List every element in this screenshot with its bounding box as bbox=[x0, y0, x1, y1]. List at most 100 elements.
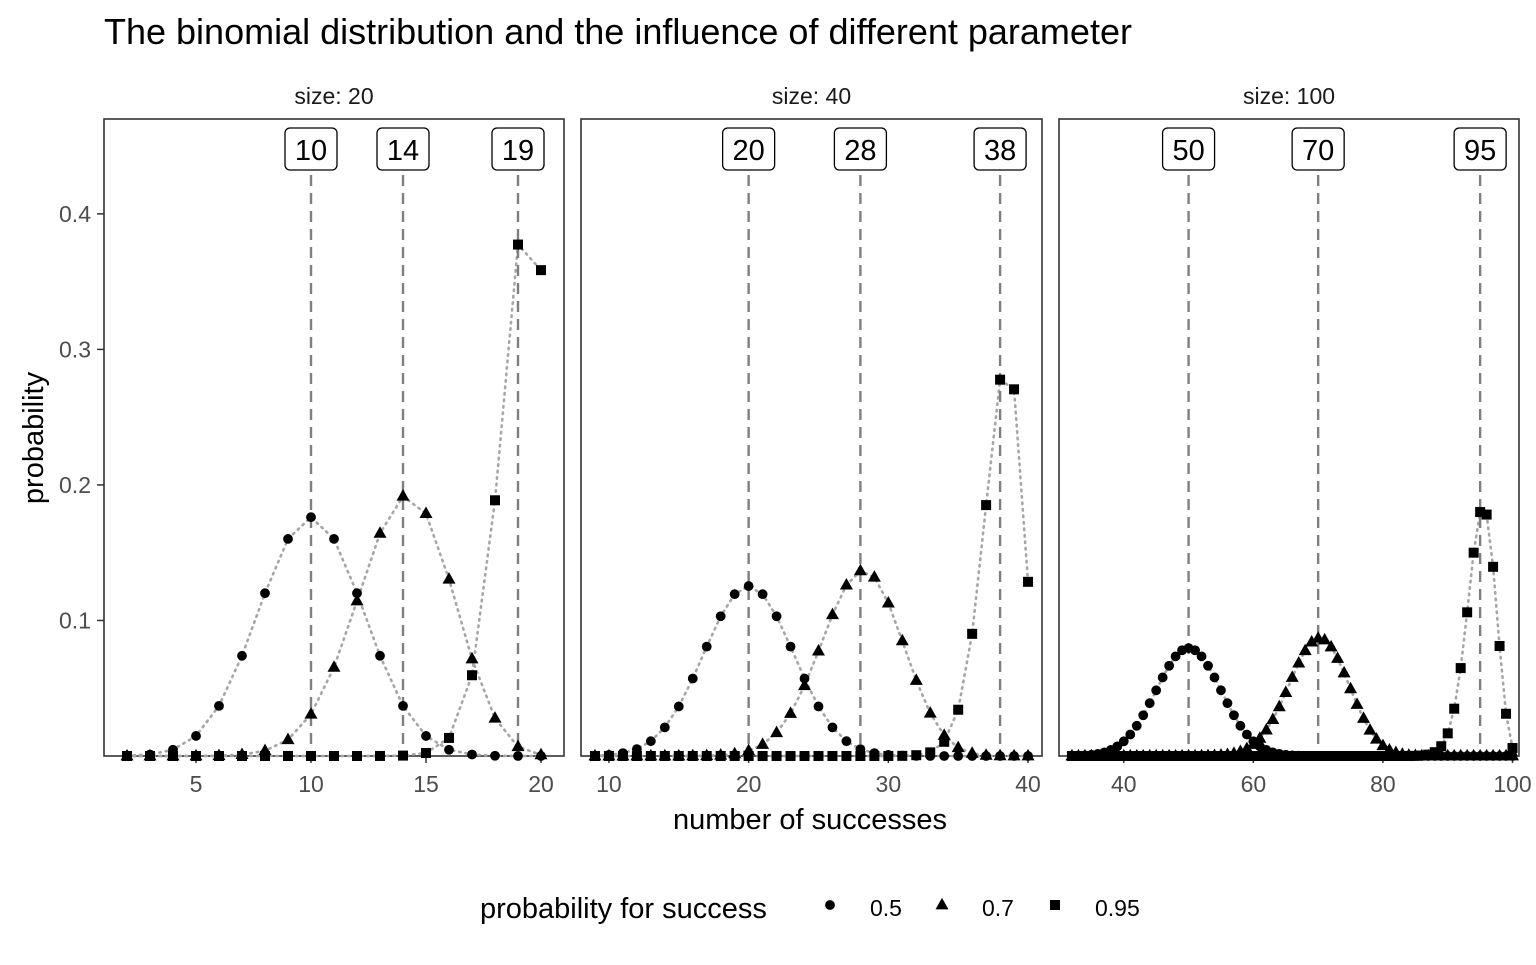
data-point bbox=[396, 489, 410, 501]
legend-entry-label: 0.95 bbox=[1095, 895, 1140, 921]
data-point bbox=[869, 750, 880, 761]
data-point bbox=[953, 704, 964, 715]
data-point bbox=[617, 751, 628, 761]
x-tick-label: 40 bbox=[1111, 771, 1137, 797]
data-point bbox=[1357, 711, 1371, 723]
data-point bbox=[1285, 670, 1299, 682]
legend-key-circle bbox=[825, 900, 835, 910]
data-point bbox=[1118, 751, 1129, 761]
data-point bbox=[1209, 751, 1220, 761]
data-point bbox=[1390, 750, 1401, 761]
data-point bbox=[827, 722, 838, 733]
data-point bbox=[1023, 576, 1034, 587]
data-point bbox=[352, 588, 362, 599]
data-point bbox=[1376, 738, 1390, 751]
data-point bbox=[1203, 751, 1214, 761]
facet-panel-20: size: 20 0.1 0.2 0.3 0.4 5 10 15 20 10 14 19 bbox=[59, 83, 565, 797]
data-point bbox=[645, 736, 656, 747]
data-point bbox=[488, 711, 502, 723]
data-point bbox=[191, 731, 201, 741]
data-point bbox=[467, 749, 477, 760]
data-point bbox=[771, 751, 782, 761]
data-point bbox=[1144, 698, 1155, 709]
data-point bbox=[909, 673, 923, 685]
data-point bbox=[951, 740, 965, 753]
data-point bbox=[1164, 751, 1175, 761]
data-point bbox=[715, 611, 726, 622]
data-point bbox=[967, 628, 978, 639]
data-point bbox=[785, 641, 796, 652]
data-point bbox=[1092, 751, 1103, 761]
data-point bbox=[1248, 751, 1259, 761]
data-point bbox=[1021, 748, 1035, 761]
data-point bbox=[260, 588, 270, 599]
mean-label: 20 bbox=[733, 135, 765, 167]
data-point bbox=[1125, 751, 1136, 761]
data-point bbox=[1216, 685, 1226, 696]
facet-panel-100: size: 100 40 60 80 100 50 70 95 bbox=[1058, 83, 1532, 797]
data-point bbox=[743, 751, 754, 761]
data-point bbox=[784, 706, 798, 718]
data-point bbox=[260, 751, 270, 761]
data-point bbox=[1073, 751, 1084, 761]
data-point bbox=[1157, 672, 1168, 683]
data-point bbox=[1274, 751, 1285, 761]
data-point bbox=[536, 265, 546, 276]
data-point bbox=[603, 751, 614, 761]
y-tick-label: 0.2 bbox=[59, 472, 91, 498]
data-point bbox=[881, 595, 895, 608]
data-point bbox=[1416, 750, 1427, 761]
data-point bbox=[1300, 751, 1311, 761]
mean-label-box bbox=[1453, 127, 1507, 171]
data-point bbox=[1105, 751, 1116, 761]
x-tick-label: 30 bbox=[876, 771, 902, 797]
data-point bbox=[757, 751, 768, 761]
panel-border bbox=[1058, 118, 1520, 757]
mean-label: 19 bbox=[502, 135, 534, 167]
data-point bbox=[214, 751, 224, 761]
data-point bbox=[659, 722, 670, 733]
data-point bbox=[673, 701, 684, 712]
data-point bbox=[534, 747, 548, 760]
data-point bbox=[421, 731, 431, 741]
data-point bbox=[513, 751, 523, 761]
data-point bbox=[490, 750, 500, 761]
data-point bbox=[867, 570, 881, 582]
data-point bbox=[1164, 660, 1175, 671]
data-point bbox=[798, 678, 812, 691]
data-point bbox=[1475, 507, 1486, 518]
data-point bbox=[1352, 751, 1363, 761]
data-point bbox=[329, 750, 339, 761]
data-point bbox=[1319, 751, 1330, 761]
data-point bbox=[168, 751, 178, 761]
data-point bbox=[1397, 750, 1408, 761]
data-point bbox=[1305, 635, 1319, 647]
x-tick-label: 60 bbox=[1241, 771, 1267, 797]
facet-panel-40: size: 40 10 20 30 40 20 28 38 bbox=[580, 83, 1043, 797]
x-tick-label: 20 bbox=[736, 771, 762, 797]
data-point bbox=[1455, 663, 1466, 674]
data-point bbox=[1196, 651, 1207, 662]
data-point bbox=[883, 750, 894, 761]
legend: probability for success 0.5 0.7 0.95 bbox=[480, 893, 1140, 925]
data-point bbox=[1280, 751, 1291, 761]
x-tick-label: 80 bbox=[1370, 771, 1396, 797]
data-point bbox=[1507, 742, 1518, 753]
legend-key-square bbox=[1050, 900, 1060, 910]
data-point bbox=[122, 751, 132, 761]
data-point bbox=[214, 701, 224, 711]
data-point bbox=[1215, 751, 1226, 761]
mean-label: 50 bbox=[1172, 135, 1204, 167]
data-point bbox=[1481, 509, 1492, 520]
data-point bbox=[1241, 729, 1252, 740]
data-point bbox=[1306, 751, 1317, 761]
mean-label-box bbox=[284, 127, 338, 171]
data-point bbox=[237, 751, 247, 761]
mean-label: 14 bbox=[387, 135, 419, 167]
data-point bbox=[1253, 731, 1267, 743]
data-point bbox=[1449, 703, 1460, 714]
data-point bbox=[1363, 723, 1377, 735]
x-tick-label: 5 bbox=[190, 771, 203, 797]
data-point bbox=[1240, 741, 1254, 754]
